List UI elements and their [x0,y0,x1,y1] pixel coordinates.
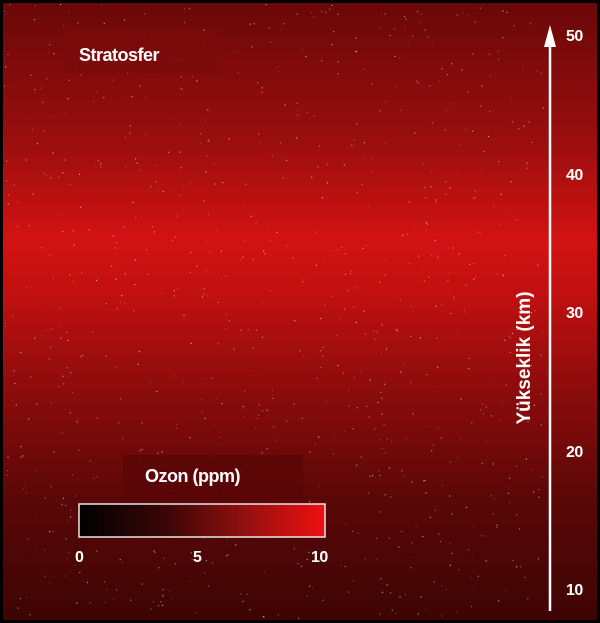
altitude-tick-label: 10 [566,582,583,599]
ozone-gradient-background [3,3,597,620]
legend-title: Ozon (ppm) [145,466,240,486]
ozone-colorbar [78,503,326,538]
legend-tick-label: 10 [311,549,328,566]
region-label: Stratosfer [79,45,160,65]
legend-title-box [123,455,303,501]
altitude-tick-label: 40 [566,167,583,184]
altitude-axis-arrowhead [544,25,556,47]
altitude-tick-label: 20 [566,444,583,461]
altitude-tick-label: 50 [566,28,583,45]
region-label-box [63,31,219,73]
altitude-tick-label: 30 [566,305,583,322]
altitude-axis-label: Yükseklik (km) [514,291,535,425]
legend-tick-label: 0 [75,549,84,566]
legend-tick-label: 5 [193,549,202,566]
